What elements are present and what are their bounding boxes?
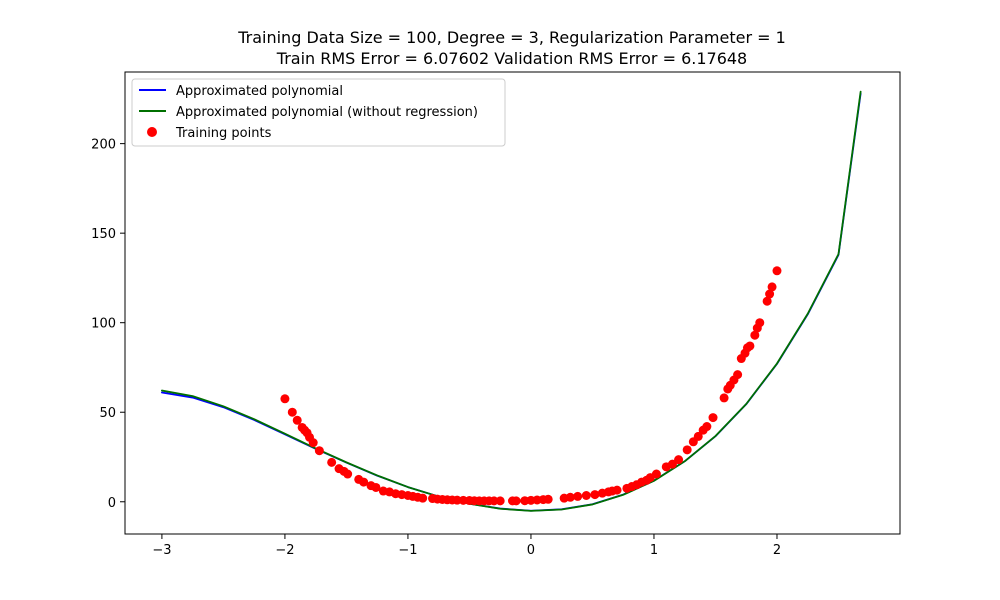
training-point (308, 438, 318, 448)
training-point (590, 490, 600, 500)
training-point (612, 485, 622, 495)
x-tick-label: −2 (275, 543, 294, 558)
training-point (327, 457, 337, 467)
y-tick-label: 50 (99, 406, 116, 421)
training-point (708, 413, 718, 423)
training-point (674, 455, 684, 465)
x-tick-label: 0 (527, 543, 535, 558)
x-tick-label: 2 (773, 543, 781, 558)
series-line-0 (160, 92, 862, 512)
training-point (719, 393, 729, 403)
x-tick-label: 1 (650, 543, 658, 558)
training-point (765, 289, 775, 299)
y-tick-label: 0 (108, 496, 116, 511)
training-point (772, 266, 782, 276)
training-point (762, 296, 772, 306)
training-point (733, 370, 743, 380)
training-point (745, 341, 755, 351)
training-point (702, 422, 712, 432)
x-tick-label: −3 (152, 543, 171, 558)
training-point (280, 394, 290, 404)
series-line-1 (160, 90, 862, 512)
legend-box (131, 78, 506, 147)
training-point (418, 493, 428, 503)
training-point (359, 477, 369, 487)
training-point (573, 491, 583, 501)
legend-swatch-training-points (147, 127, 157, 137)
training-point (495, 496, 505, 506)
training-point (314, 446, 324, 456)
training-point (511, 496, 521, 506)
training-point (489, 496, 499, 506)
training-point (693, 431, 703, 441)
y-tick-label: 100 (91, 317, 116, 332)
training-point (343, 469, 353, 479)
series-layer (160, 90, 862, 512)
legend-label-training-points: Training points (175, 126, 272, 141)
legend: Approximated polynomial Approximated pol… (131, 78, 506, 147)
training-point (767, 282, 777, 292)
chart-subtitle: Train RMS Error = 6.07602 Validation RMS… (276, 49, 747, 68)
training-point (581, 491, 591, 500)
y-axis: 0 50 100 150 200 (91, 138, 125, 511)
training-point (565, 492, 575, 502)
training-point (371, 482, 381, 492)
legend-label-approximated-polynomial: Approximated polynomial (176, 84, 343, 99)
x-tick-label: −1 (398, 543, 417, 558)
training-point (287, 407, 297, 417)
training-point (755, 318, 765, 328)
plot-area-frame (124, 71, 901, 535)
training-point (682, 445, 692, 455)
x-axis: −3 −2 −1 0 1 2 (152, 534, 781, 558)
training-point (292, 415, 302, 425)
training-point (750, 330, 760, 340)
legend-label-approximated-polynomial-without-regression: Approximated polynomial (without regress… (176, 105, 478, 120)
y-tick-label: 200 (91, 138, 116, 153)
training-point (651, 469, 661, 479)
training-point (543, 494, 553, 504)
chart-title: Training Data Size = 100, Degree = 3, Re… (237, 28, 786, 47)
y-tick-label: 150 (91, 227, 116, 242)
